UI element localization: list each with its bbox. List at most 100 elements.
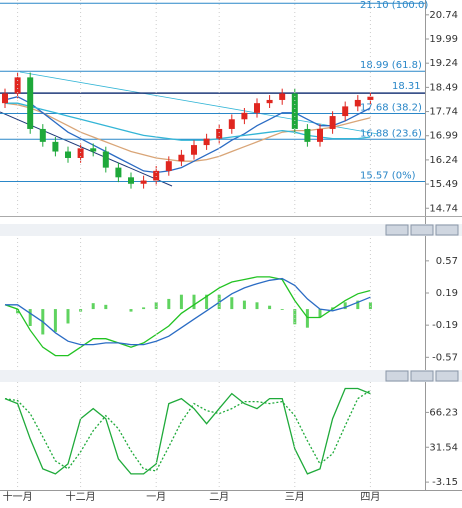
y-tick-label: 19.24 — [429, 58, 458, 69]
histogram-bar — [356, 300, 360, 310]
histogram-bar — [280, 309, 284, 310]
histogram-bar — [142, 307, 146, 310]
histogram-bar — [16, 309, 20, 314]
histogram-bar — [154, 302, 158, 310]
trend-line — [19, 71, 379, 135]
panel-header — [0, 224, 462, 236]
x-tick-label: 四月 — [360, 491, 380, 503]
minimize-button[interactable] — [385, 224, 409, 236]
candle-body — [27, 77, 34, 129]
window-buttons[interactable] — [385, 370, 459, 382]
candle-body — [90, 148, 97, 152]
histogram-bar — [104, 304, 108, 310]
fib-label: 17.68 (38.2) — [360, 102, 422, 113]
y-tick-label: 15.49 — [429, 179, 458, 190]
fib-label: 21.10 (100.0) — [360, 0, 428, 11]
candle-body — [228, 119, 235, 129]
candle-body — [77, 148, 84, 158]
fib-label: 16.88 (23.6) — [360, 128, 422, 139]
y-tick-label: 66.23 — [429, 407, 458, 418]
histogram-bar — [91, 303, 95, 310]
restore-button[interactable] — [410, 370, 434, 382]
histogram-bar — [293, 309, 297, 325]
panel-header — [0, 370, 462, 382]
candle-body — [354, 99, 361, 107]
fib-label: 18.99 (61.8) — [360, 60, 422, 71]
y-tick-label: -0.19 — [432, 320, 458, 331]
histogram-bar — [242, 300, 246, 310]
y-tick-label: 16.24 — [429, 155, 458, 166]
y-tick-label: 14.74 — [429, 203, 458, 214]
y-tick-label: 16.99 — [429, 131, 458, 142]
minimize-button[interactable] — [385, 370, 409, 382]
histogram-bar — [305, 309, 309, 328]
candle-body — [203, 138, 210, 146]
candle-body — [241, 112, 248, 120]
x-tick-label: 十一月 — [3, 490, 33, 503]
y-tick-label: 17.74 — [429, 107, 458, 118]
candle-body — [165, 161, 172, 171]
x-tick-label: 三月 — [285, 491, 305, 503]
y-tick-label: 0.19 — [436, 288, 458, 299]
histogram-bar — [205, 294, 209, 310]
line-series — [4, 387, 371, 475]
candle-body — [342, 106, 349, 117]
restore-button[interactable] — [410, 224, 434, 236]
fib-label: 15.57 (0%) — [360, 171, 416, 182]
candle-body — [39, 128, 46, 142]
close-button[interactable] — [435, 224, 459, 236]
candle-body — [291, 93, 298, 129]
histogram-bar — [255, 302, 259, 310]
line-series — [5, 277, 371, 346]
candle-body — [2, 93, 8, 104]
histogram-bar — [368, 302, 372, 310]
line-series — [4, 96, 371, 174]
candle-body — [115, 167, 122, 178]
histogram-bar — [129, 309, 133, 312]
line-series — [4, 276, 371, 357]
candle-body — [102, 151, 109, 168]
y-tick-label: 19.99 — [429, 34, 458, 45]
window-buttons[interactable] — [385, 224, 459, 236]
close-button[interactable] — [435, 370, 459, 382]
line-series — [4, 389, 371, 472]
histogram-bar — [230, 297, 234, 310]
candle-body — [317, 128, 323, 142]
histogram-bar — [192, 294, 196, 310]
candle-body — [191, 145, 197, 155]
y-tick-label: -3.15 — [432, 477, 458, 488]
candle-body — [14, 77, 21, 94]
candle-body — [178, 154, 185, 162]
histogram-bar — [179, 294, 183, 310]
x-tick-label: 二月 — [209, 491, 229, 503]
y-tick-label: 18.49 — [429, 82, 458, 93]
candle-body — [279, 93, 286, 100]
y-tick-label: -0.57 — [432, 352, 458, 363]
histogram-bar — [318, 309, 322, 318]
candle-body — [329, 116, 336, 129]
candle-body — [304, 128, 311, 142]
candle-body — [128, 177, 134, 184]
histogram-bar — [66, 309, 70, 324]
histogram-bar — [268, 305, 272, 310]
candle-body — [266, 99, 273, 104]
candle-body — [153, 170, 160, 181]
histogram-bar — [343, 302, 347, 310]
histogram-bar — [167, 298, 171, 310]
candle-body — [216, 128, 223, 139]
y-tick-label: 0.57 — [436, 256, 458, 267]
candle-body — [65, 151, 71, 158]
candle-body — [52, 141, 59, 152]
candle-body — [367, 96, 374, 100]
x-tick-label: 十二月 — [66, 490, 96, 503]
candle-body — [140, 180, 147, 184]
x-tick-label: 一月 — [146, 491, 166, 503]
histogram-bar — [28, 309, 32, 326]
y-tick-label: 20.74 — [429, 10, 458, 21]
y-tick-label: 31.54 — [429, 442, 458, 453]
histogram-bar — [331, 307, 335, 310]
price-line-label: 18.31 — [392, 81, 421, 92]
candle-body — [254, 103, 260, 113]
